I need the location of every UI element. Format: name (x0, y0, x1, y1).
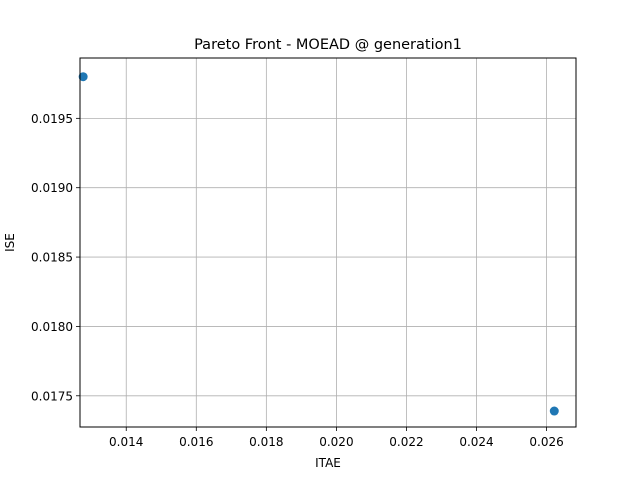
x-tick-label: 0.014 (109, 435, 143, 449)
chart-title: Pareto Front - MOEAD @ generation1 (194, 37, 462, 53)
x-tick-label: 0.024 (459, 435, 493, 449)
x-tick-label: 0.020 (319, 435, 353, 449)
x-tick-label: 0.022 (389, 435, 423, 449)
y-tick-label: 0.0195 (31, 112, 73, 126)
data-point (78, 72, 88, 82)
y-tick-label: 0.0185 (31, 251, 73, 265)
x-tick-label: 0.026 (529, 435, 563, 449)
y-tick-label: 0.0180 (31, 320, 73, 334)
x-tick-label: 0.018 (249, 435, 283, 449)
grid-layer (80, 58, 576, 427)
plot-frame (79, 57, 577, 428)
ticks-layer: 0.014 0.016 0.018 0.020 0.022 0.024 0.026 0.017… (31, 112, 564, 449)
points-layer (78, 72, 559, 416)
data-point (549, 406, 559, 416)
y-tick-label: 0.0175 (31, 389, 73, 403)
x-axis-label: ITAE (315, 456, 341, 470)
y-axis-label: ISE (3, 233, 17, 252)
y-tick-label: 0.0190 (31, 181, 73, 195)
x-tick-label: 0.016 (179, 435, 213, 449)
